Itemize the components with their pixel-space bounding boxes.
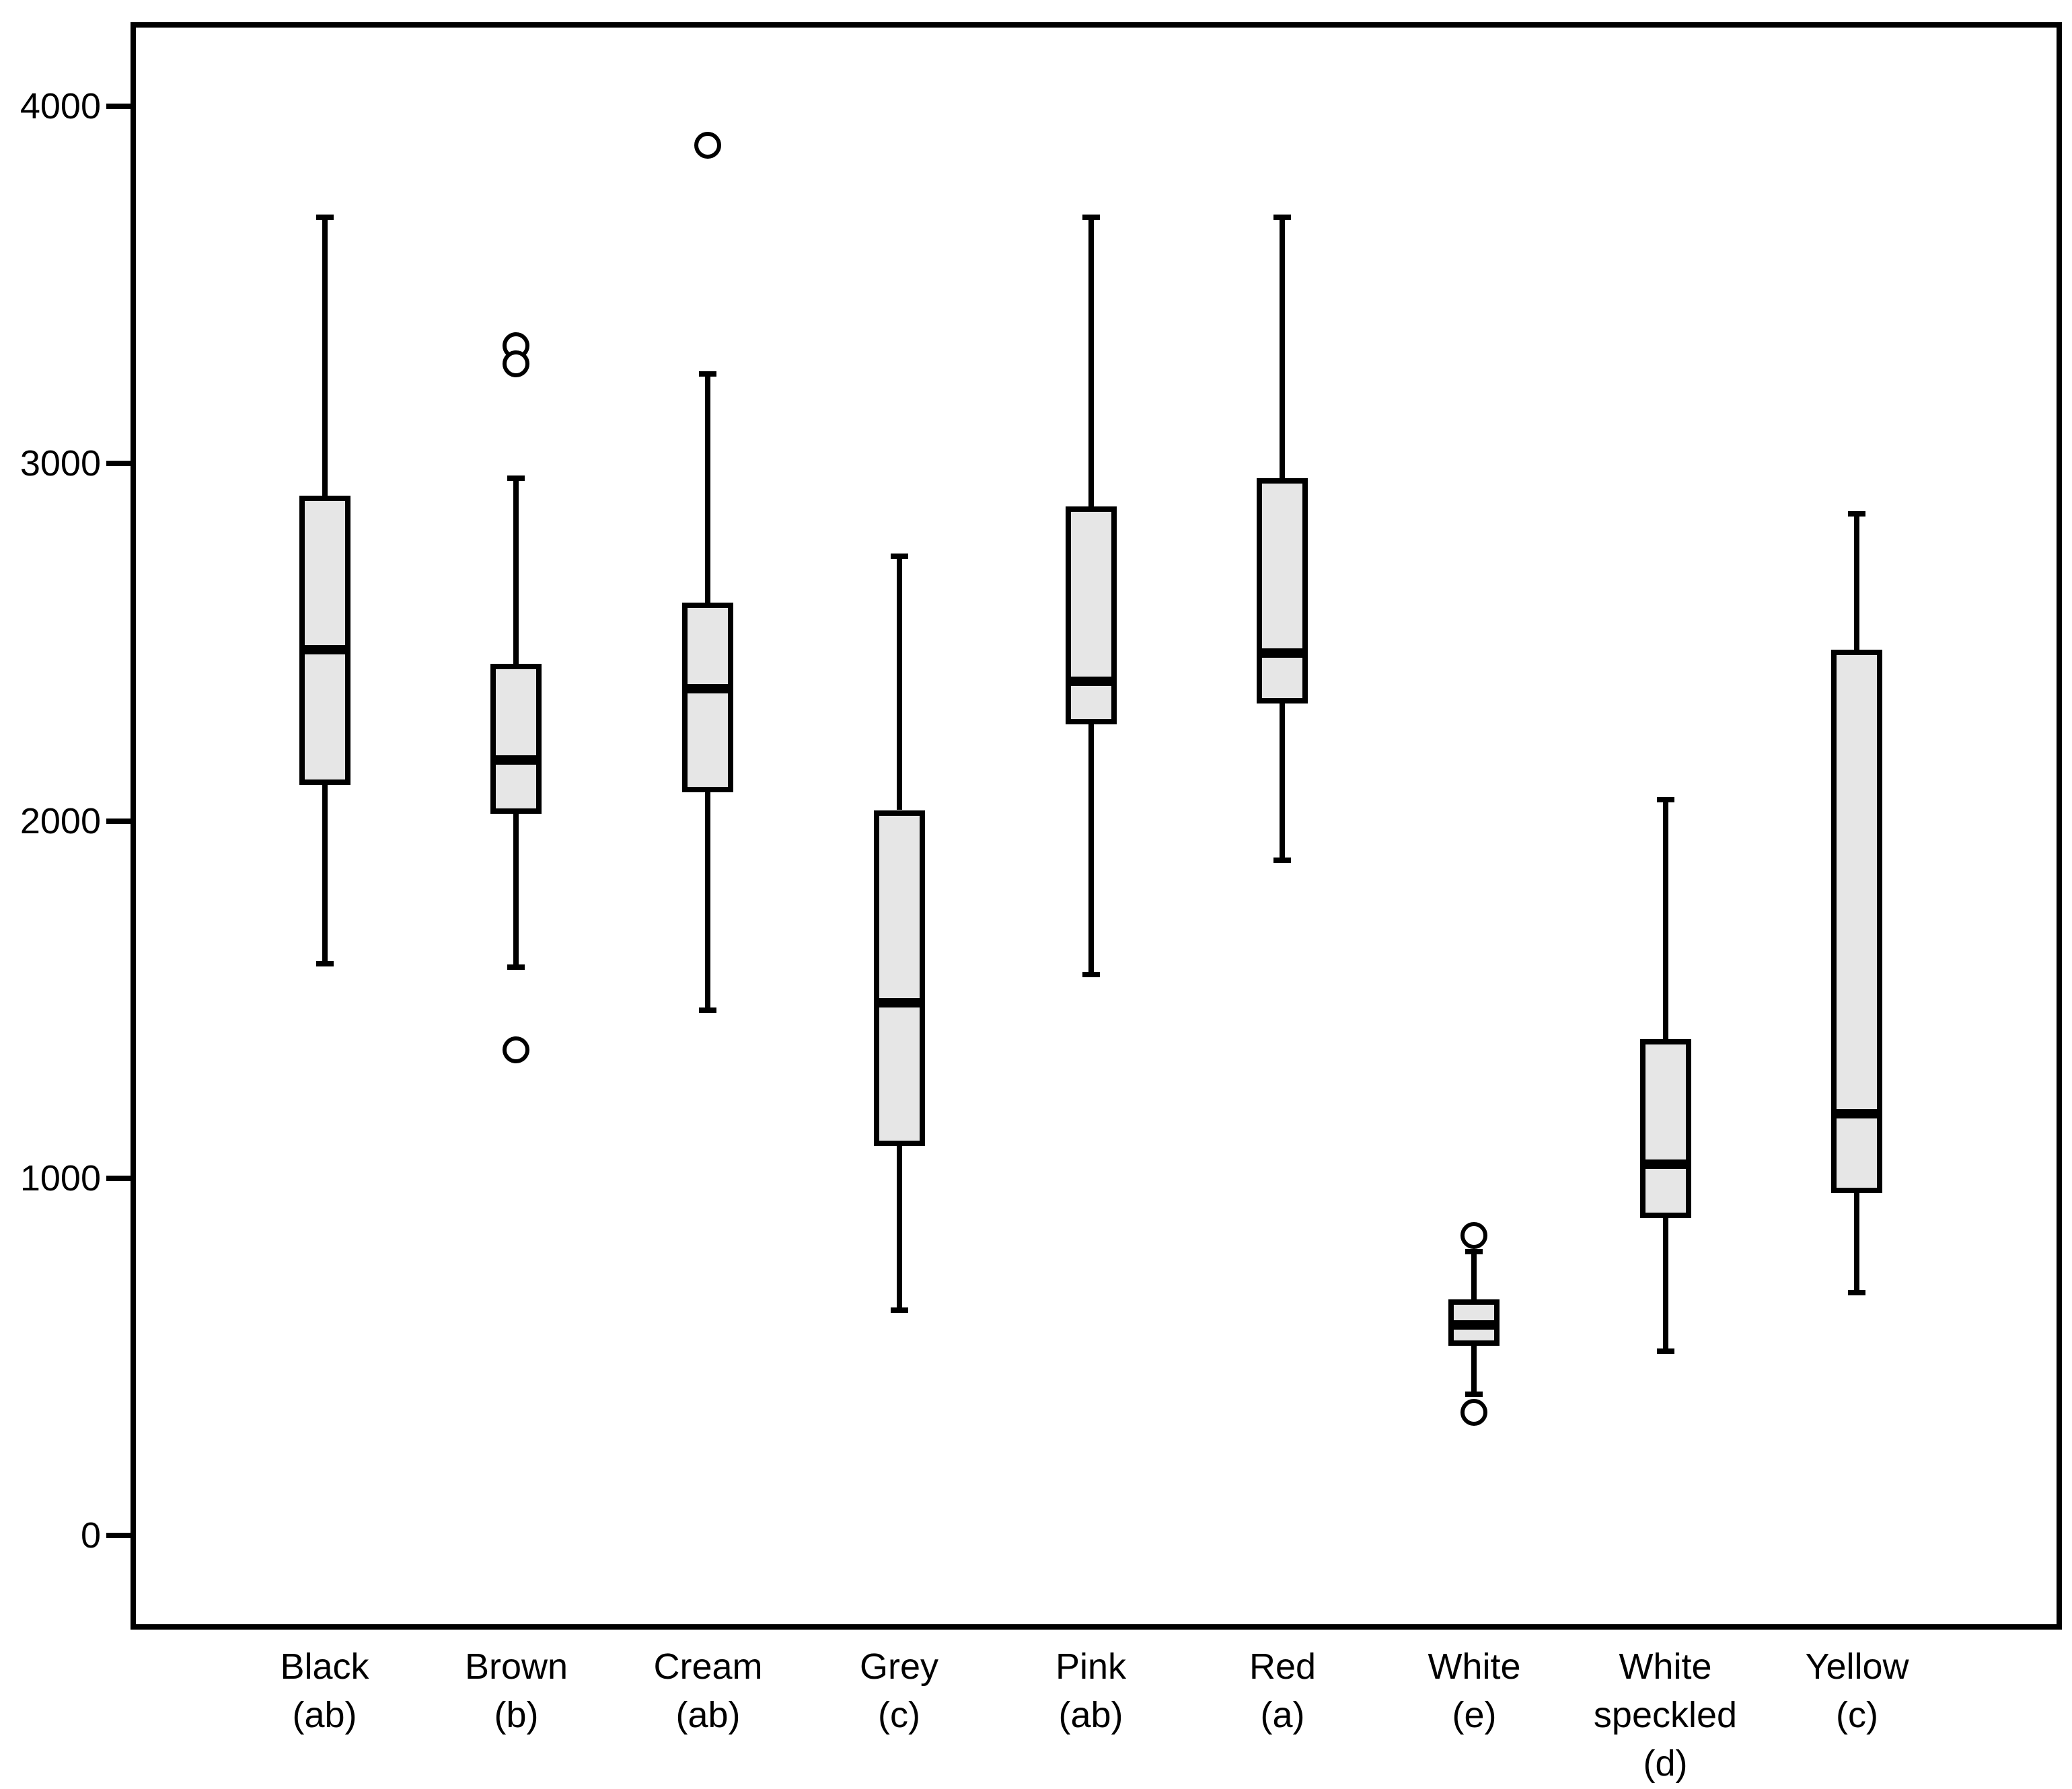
x-category-label-line: (d) — [1643, 1743, 1688, 1784]
x-category-label-line: (a) — [1260, 1695, 1305, 1735]
upper-whisker-cap — [507, 475, 525, 481]
y-tick — [106, 104, 133, 109]
upper-whisker-cap — [1848, 511, 1865, 517]
upper-whisker — [322, 217, 328, 496]
y-tick-label: 4000 — [20, 86, 101, 126]
x-category-label-line: Pink — [1055, 1646, 1127, 1687]
y-tick — [106, 1176, 133, 1181]
lower-whisker-cap — [316, 961, 334, 966]
x-category-label-line: (b) — [494, 1695, 539, 1735]
upper-whisker — [897, 556, 902, 810]
upper-whisker — [1280, 217, 1285, 478]
lower-whisker-cap — [1273, 858, 1291, 863]
x-category-label: Yellow (c) — [1761, 1642, 1953, 1739]
lower-whisker-cap — [1082, 972, 1100, 977]
outlier-point — [694, 132, 721, 159]
outlier-point — [1460, 1222, 1487, 1249]
x-category-label-line: (e) — [1452, 1695, 1497, 1735]
iqr-box — [1831, 650, 1882, 1193]
x-category-label: Brown (b) — [420, 1642, 612, 1739]
y-tick — [106, 819, 133, 824]
x-category-label-line: (ab) — [1058, 1695, 1123, 1735]
median-line — [682, 684, 733, 693]
x-category-label-line: (c) — [1836, 1695, 1878, 1735]
lower-whisker-cap — [699, 1007, 716, 1013]
x-category-label-line: White — [1619, 1646, 1712, 1687]
lower-whisker — [1280, 703, 1285, 860]
lower-whisker — [322, 785, 328, 964]
upper-whisker — [1088, 217, 1094, 506]
upper-whisker-cap — [1273, 215, 1291, 220]
upper-whisker — [1854, 514, 1859, 650]
x-category-label-line: (c) — [878, 1695, 920, 1735]
lower-whisker — [897, 1146, 902, 1310]
upper-whisker-cap — [891, 554, 908, 559]
iqr-box — [682, 603, 733, 792]
outlier-point — [503, 350, 529, 377]
median-line — [490, 755, 542, 765]
iqr-box — [874, 810, 925, 1146]
lower-whisker — [513, 814, 519, 967]
upper-whisker-cap — [1657, 797, 1674, 802]
y-tick — [106, 461, 133, 466]
x-category-label: White (e) — [1378, 1642, 1570, 1739]
lower-whisker-cap — [891, 1307, 908, 1313]
x-category-label: Red (a) — [1187, 1642, 1378, 1739]
median-line — [1831, 1109, 1882, 1118]
iqr-box — [299, 496, 350, 785]
median-line — [1066, 677, 1117, 686]
upper-whisker — [1471, 1252, 1477, 1300]
lower-whisker — [1088, 724, 1094, 975]
upper-whisker-cap — [699, 371, 716, 377]
x-category-label: Black (ab) — [229, 1642, 420, 1739]
median-line — [299, 645, 350, 654]
iqr-box — [1066, 506, 1117, 724]
x-category-label-line: Red — [1249, 1646, 1317, 1687]
lower-whisker — [1663, 1217, 1668, 1351]
y-tick — [106, 1533, 133, 1538]
x-category-label: White speckled (d) — [1569, 1642, 1761, 1788]
x-category-label-line: Brown — [464, 1646, 568, 1687]
outlier-point — [1460, 1399, 1487, 1426]
upper-whisker — [705, 374, 710, 603]
plot-frame — [131, 22, 2062, 1630]
upper-whisker-cap — [316, 215, 334, 220]
x-category-label: Grey (c) — [803, 1642, 995, 1739]
x-category-label-line: (ab) — [292, 1695, 357, 1735]
lower-whisker-cap — [1848, 1290, 1865, 1295]
x-category-label-line: White — [1428, 1646, 1521, 1687]
x-category-label: Pink (ab) — [995, 1642, 1187, 1739]
iqr-box — [1640, 1039, 1691, 1218]
x-category-label-line: (ab) — [675, 1695, 741, 1735]
lower-whisker-cap — [1465, 1392, 1483, 1397]
lower-whisker-cap — [1657, 1348, 1674, 1354]
y-tick-label: 3000 — [20, 443, 101, 484]
median-line — [874, 998, 925, 1007]
outlier-point — [503, 1036, 529, 1063]
y-tick-label: 1000 — [20, 1158, 101, 1198]
iqr-box — [1257, 478, 1308, 703]
x-category-label-line: Grey — [859, 1646, 939, 1687]
upper-whisker-cap — [1465, 1249, 1483, 1254]
upper-whisker-cap — [1082, 215, 1100, 220]
upper-whisker — [1663, 800, 1668, 1039]
x-category-label-line: speckled — [1593, 1695, 1738, 1735]
x-category-label: Cream (ab) — [612, 1642, 804, 1739]
lower-whisker — [1854, 1192, 1859, 1293]
upper-whisker — [513, 478, 519, 664]
lower-whisker — [705, 792, 710, 1010]
median-line — [1640, 1159, 1691, 1169]
median-line — [1448, 1320, 1500, 1330]
iqr-box — [490, 664, 542, 814]
median-line — [1257, 648, 1308, 658]
x-category-label-line: Yellow — [1805, 1646, 1909, 1687]
y-tick-label: 2000 — [20, 801, 101, 841]
lower-whisker-cap — [507, 964, 525, 970]
x-category-label-line: Black — [280, 1646, 369, 1687]
x-category-label-line: Cream — [653, 1646, 763, 1687]
lower-whisker — [1471, 1346, 1477, 1394]
y-tick-label: 0 — [80, 1515, 101, 1556]
